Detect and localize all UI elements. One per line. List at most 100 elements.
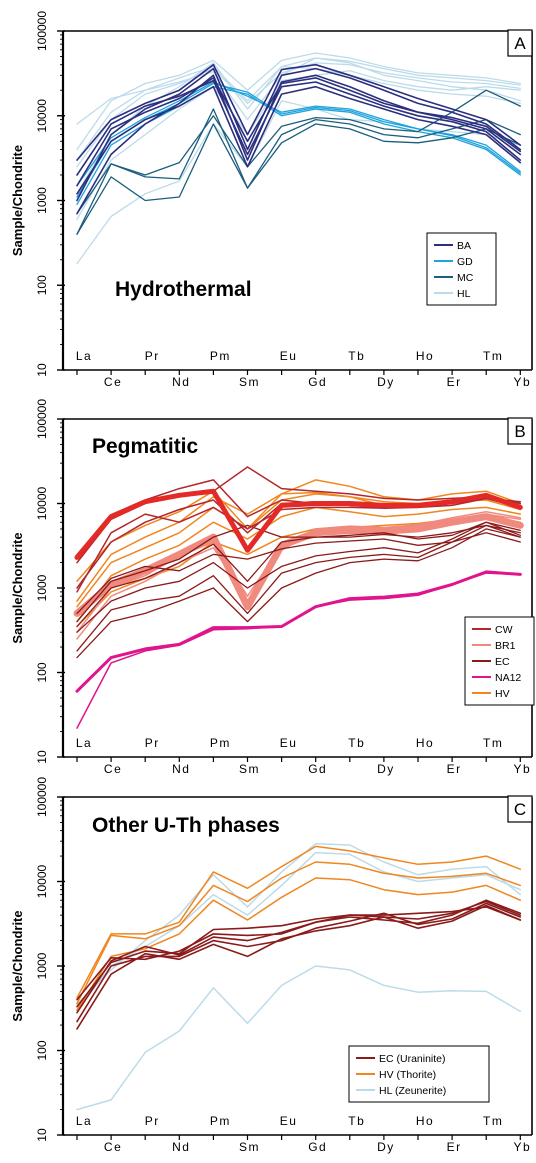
x-tick-label: Nd [172, 375, 190, 389]
panel-letter-box [507, 795, 533, 823]
legend-label: EC [495, 656, 510, 668]
x-tick-label: Yb [513, 375, 531, 389]
legend-label: GD [457, 256, 473, 268]
chart-panel-b: 10 100 1000 10000 100000 Sample/Chondrite La Pr… [10, 399, 535, 776]
x-tick-label: Nd [172, 1140, 190, 1154]
y-tick-label: 100 [35, 1040, 49, 1060]
x-tick-label: Ho [416, 349, 434, 363]
y-axis-label: Sample/Chondrite [10, 532, 25, 643]
y-tick-label: 100000 [35, 777, 49, 817]
panel-letter: B [514, 422, 525, 441]
y-tick-label: 10 [35, 750, 49, 764]
chart-title: Pegmatitic [92, 435, 199, 458]
x-tick-label: Yb [513, 1140, 531, 1154]
panel-letter-box [507, 417, 533, 445]
x-tick-label: Pm [210, 736, 231, 750]
x-tick-label: Yb [513, 762, 531, 776]
legend-label: HV [495, 688, 510, 700]
series-line-ec [76, 902, 522, 1023]
x-tick-label: La [76, 1114, 92, 1128]
x-tick-label: Er [447, 762, 462, 776]
series-group [76, 52, 522, 265]
legend-label: EC (Uraninite) [379, 1053, 446, 1065]
series-line-cw [74, 488, 523, 560]
legend-label: CW [495, 624, 513, 636]
chart-title: Other U-Th phases [92, 814, 280, 837]
y-tick-label: 10 [35, 1128, 49, 1142]
chart-panel-a: 10 100 1000 10000 100000 Sample/Chondrite La Pr… [10, 11, 533, 389]
x-tick-label: Eu [280, 349, 298, 363]
x-tick-label: Dy [377, 375, 395, 389]
series-line-gd [76, 81, 521, 187]
x-tick-label: Tb [348, 736, 365, 750]
legend: EC (Uraninite) HV (Thorite) HL (Zeunerite) [348, 1045, 490, 1103]
series-line-ec [76, 524, 521, 628]
x-tick-label: Dy [377, 762, 395, 776]
series-line-ba [76, 74, 522, 215]
x-tick-label: Tm [483, 736, 503, 750]
series-line-ec [76, 524, 521, 652]
y-tick-label: 100000 [35, 11, 49, 51]
series-line-hv [76, 493, 522, 608]
legend: BA GD MC HL [426, 232, 497, 306]
series-line-ba [76, 85, 522, 195]
x-tick-label: Gd [308, 1140, 327, 1154]
y-tick-label: 10 [35, 363, 49, 377]
series-line-mc [76, 108, 521, 235]
x-tick-label: Eu [280, 736, 298, 750]
series-line-hl [76, 965, 522, 1111]
x-tick-label: Gd [308, 762, 327, 776]
series-line-br1 [73, 513, 524, 617]
x-tick-label: Eu [280, 1114, 298, 1128]
series-line-ec [76, 532, 521, 615]
y-tick-label: 10000 [35, 864, 49, 898]
x-tick-label: La [76, 736, 92, 750]
series-line-gd [76, 82, 521, 198]
series-line-ba [76, 67, 522, 202]
series-line-hl [76, 100, 521, 265]
x-tick-label: Er [447, 375, 462, 389]
y-axis-label: Sample/Chondrite [10, 145, 25, 256]
x-tick-label: Ce [104, 375, 122, 389]
y-axis-label: Sample/Chondrite [10, 910, 25, 1021]
series-line-ec [76, 906, 522, 1008]
x-tick-label: Dy [377, 1140, 395, 1154]
series-line-hl [76, 851, 522, 1011]
legend-label: HL [457, 288, 471, 300]
legend-label: NA12 [495, 672, 521, 684]
chart-panel-c: 10 100 1000 10000 100000 Sample/Chondrite La Pr… [10, 777, 533, 1154]
legend-label: HL (Zeunerite) [379, 1085, 446, 1097]
x-tick-label: Sm [239, 1140, 260, 1154]
series-line-ba [76, 63, 522, 161]
series-line-hv [76, 506, 522, 623]
series-line-hl [76, 52, 521, 151]
chart-title: Hydrothermal [115, 278, 252, 301]
series-group [76, 842, 522, 1111]
series-line-ec [76, 528, 521, 659]
legend-label: HV (Thorite) [379, 1069, 436, 1081]
series-line-ec [76, 521, 521, 633]
legend: CW BR1 EC NA12 HV [464, 616, 535, 706]
series-line-hv [76, 861, 522, 1005]
x-tick-label: Tm [483, 1114, 503, 1128]
y-tick-label: 100 [35, 662, 49, 682]
series-line-hv [76, 479, 522, 602]
x-tick-label: Ce [104, 1140, 122, 1154]
x-tick-label: Er [447, 1140, 462, 1154]
legend-label: BR1 [495, 640, 516, 652]
x-tick-label: Pr [145, 349, 160, 363]
series-line-ec [76, 904, 522, 1030]
x-tick-label: Ho [416, 736, 434, 750]
series-line-hv [76, 877, 522, 1011]
y-tick-label: 100 [35, 275, 49, 295]
x-tick-label: Ho [416, 1114, 434, 1128]
series-line-ba [76, 79, 522, 176]
x-tick-label: Pr [145, 736, 160, 750]
x-tick-label: Tb [348, 349, 365, 363]
y-tick-label: 1000 [35, 187, 49, 214]
x-tick-label: Sm [239, 375, 260, 389]
x-tick-label: Pr [145, 1114, 160, 1128]
x-tick-label: Pm [210, 1114, 231, 1128]
series-line-ba [76, 77, 522, 187]
